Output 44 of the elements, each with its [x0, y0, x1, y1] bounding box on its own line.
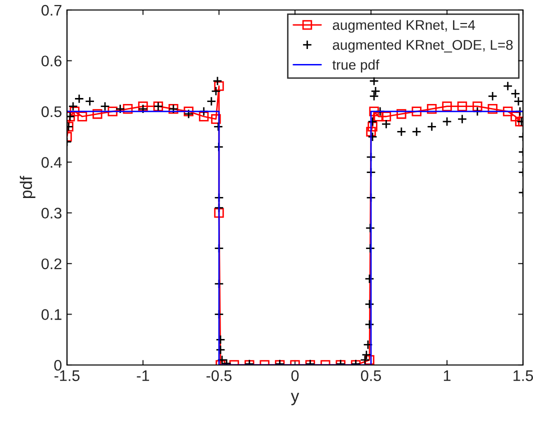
- point: [442, 101, 452, 112]
- x-tick-label: -0.5: [206, 370, 232, 382]
- point: [368, 122, 378, 132]
- x-tick-label: -1.5: [54, 370, 80, 382]
- point: [369, 106, 379, 116]
- legend-label: true pdf: [332, 60, 380, 72]
- point: [381, 112, 392, 122]
- point: [396, 109, 406, 119]
- point: [502, 106, 513, 116]
- y-tick-label: 0.6: [42, 56, 62, 66]
- x-tick-label: 1: [444, 370, 451, 381]
- point: [510, 112, 520, 122]
- point: [70, 106, 80, 116]
- point: [198, 112, 209, 122]
- legend-label: augmented KRnet_ODE, L=8: [332, 40, 513, 53]
- x-tick-label: -1: [136, 370, 150, 381]
- y-axis-title: pdf: [20, 176, 36, 198]
- x-axis-title: y: [290, 392, 300, 406]
- point: [108, 106, 118, 116]
- point: [211, 114, 221, 124]
- point: [472, 101, 482, 112]
- y-tick-label: 0.3: [42, 208, 62, 219]
- legend-label: augmented KRnet, L=4: [332, 20, 476, 33]
- point: [214, 208, 224, 218]
- y-tick-label: 0.5: [42, 106, 62, 118]
- point: [122, 104, 133, 114]
- y-tick-label: 0.2: [42, 258, 62, 270]
- point: [184, 106, 194, 116]
- point: [426, 104, 437, 114]
- point: [138, 101, 148, 112]
- x-tick-label: 1.5: [514, 370, 533, 382]
- point: [366, 126, 376, 137]
- x-tick-label: 0.5: [360, 370, 381, 382]
- point: [77, 112, 88, 122]
- y-tick-label: 0: [54, 360, 62, 371]
- y-tick-label: 0.7: [42, 4, 62, 16]
- point: [92, 109, 102, 119]
- y-tick-label: 0.4: [42, 157, 62, 168]
- point: [412, 106, 422, 116]
- point: [488, 104, 498, 114]
- point: [214, 81, 224, 91]
- x-tick-label: 0: [291, 370, 299, 382]
- y-tick-label: 0.1: [42, 309, 62, 320]
- point: [457, 101, 468, 112]
